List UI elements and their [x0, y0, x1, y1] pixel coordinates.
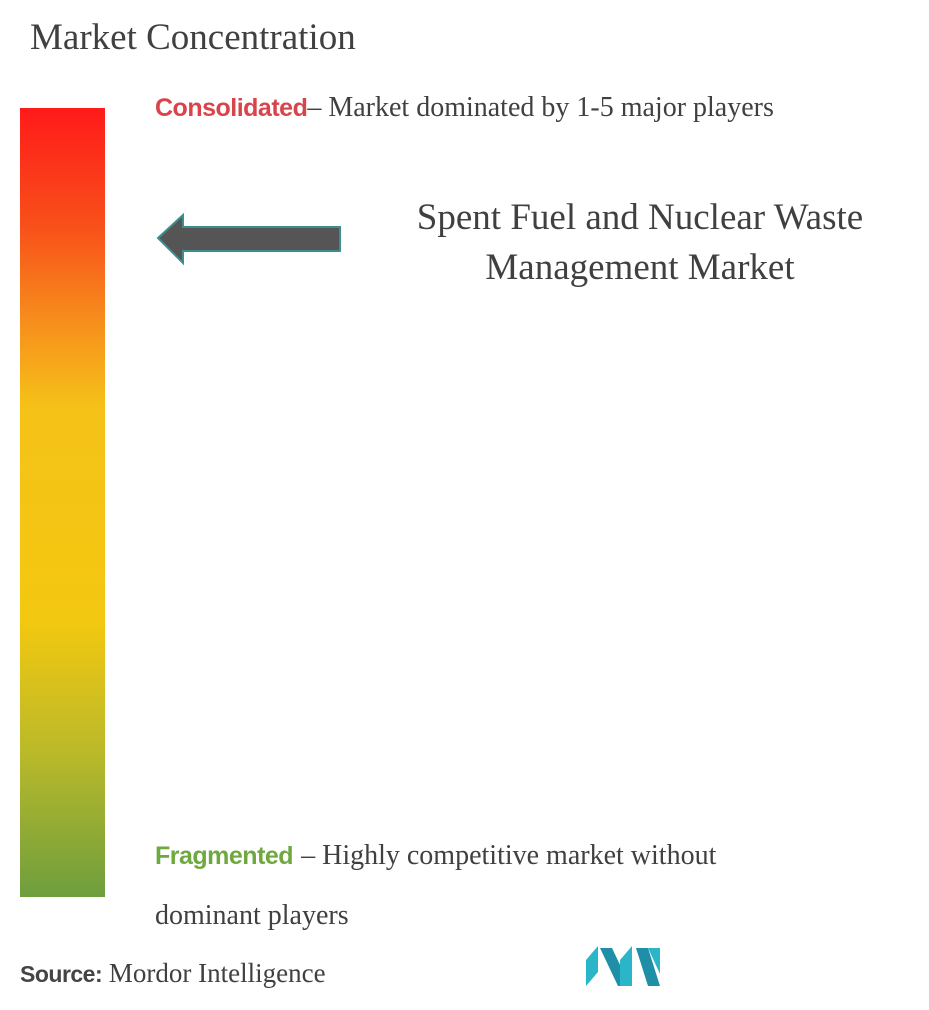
fragmented-label: Fragmented [155, 842, 294, 870]
consolidated-label: Consolidated [155, 94, 308, 122]
source: Source: Mordor Intelligence [20, 958, 326, 989]
consolidated-text: Consolidated– Market dominated by 1-5 ma… [155, 78, 795, 138]
title: Market Concentration [30, 17, 356, 58]
fragmented-text: Fragmented – Highly competitive market wi… [155, 826, 795, 946]
consolidated-description: – Market dominated by 1-5 major players [307, 92, 774, 123]
source-text: Mordor Intelligence [108, 958, 326, 988]
logo [586, 946, 660, 986]
market-name: Spent Fuel and Nuclear Waste Management … [416, 197, 864, 288]
fragmented-description: – Highly competitive market without domi… [155, 840, 717, 931]
source-label: Source: [20, 961, 103, 987]
arrow [156, 212, 341, 266]
concentration-gradient [20, 108, 105, 897]
